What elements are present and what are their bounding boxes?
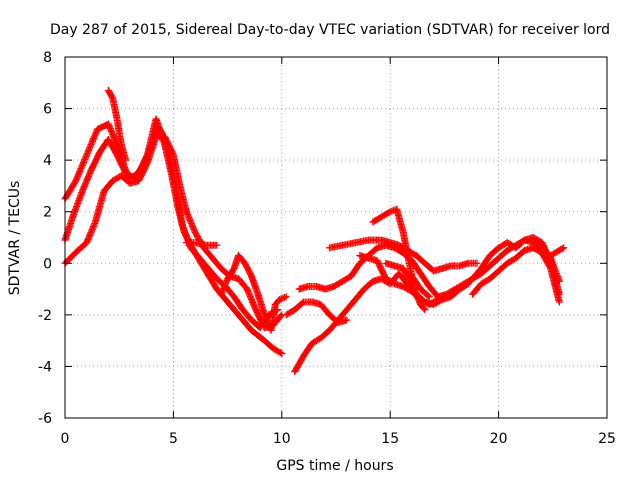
data-point bbox=[385, 209, 393, 217]
data-point bbox=[221, 281, 229, 289]
data-point bbox=[219, 286, 227, 294]
data-point bbox=[122, 156, 130, 164]
data-point bbox=[277, 312, 285, 320]
plot-frame bbox=[64, 56, 608, 419]
series-track-14 bbox=[469, 244, 563, 306]
series-track-5 bbox=[182, 239, 221, 249]
series-track-11 bbox=[369, 205, 433, 301]
data-point bbox=[260, 311, 268, 319]
grid bbox=[65, 57, 607, 418]
y-tick-label: 0 bbox=[43, 256, 52, 272]
data-point bbox=[222, 279, 230, 287]
data-point bbox=[218, 289, 226, 297]
data-point bbox=[213, 241, 221, 249]
chart-title: Day 287 of 2015, Sidereal Day-to-day VTE… bbox=[50, 22, 610, 38]
data-point bbox=[558, 245, 566, 253]
y-tick-label: -6 bbox=[38, 411, 52, 427]
x-tick-label: 0 bbox=[61, 431, 70, 447]
y-tick-label: 4 bbox=[43, 153, 52, 169]
series-track-12 bbox=[356, 234, 563, 309]
data-point bbox=[220, 284, 228, 292]
data-markers bbox=[61, 87, 568, 376]
data-point bbox=[262, 315, 270, 323]
data-point bbox=[421, 306, 429, 314]
x-tick-label: 5 bbox=[169, 431, 178, 447]
y-tick-label: 8 bbox=[43, 50, 52, 66]
data-point bbox=[420, 304, 428, 312]
data-point bbox=[222, 278, 230, 286]
data-point bbox=[278, 350, 286, 358]
y-tick-label: 6 bbox=[43, 102, 52, 118]
data-point bbox=[220, 282, 228, 290]
data-point bbox=[262, 314, 270, 322]
x-axis-label: GPS time / hours bbox=[276, 458, 393, 474]
data-point bbox=[473, 259, 481, 267]
data-point bbox=[555, 298, 563, 306]
x-tick-label: 25 bbox=[598, 431, 616, 447]
y-tick-label: 2 bbox=[43, 205, 52, 221]
axis-ticks: 0 5 10 15 20 25 -6 -4 -2 0 2 4 6 8 bbox=[38, 50, 616, 447]
x-tick-label: 15 bbox=[381, 431, 399, 447]
series-track-3 bbox=[61, 133, 286, 332]
data-point bbox=[343, 316, 351, 324]
data-point bbox=[218, 287, 226, 295]
data-point bbox=[424, 292, 432, 300]
data-point bbox=[560, 244, 568, 252]
x-tick-label: 10 bbox=[273, 431, 291, 447]
data-point bbox=[217, 290, 225, 298]
series-track-6 bbox=[217, 252, 290, 334]
data-point bbox=[282, 293, 290, 301]
y-tick-label: -2 bbox=[38, 308, 52, 324]
data-point bbox=[425, 293, 433, 301]
series-track-15 bbox=[547, 244, 568, 260]
data-point bbox=[276, 349, 284, 357]
series-track-13 bbox=[382, 259, 429, 314]
data-point bbox=[261, 312, 269, 320]
x-tick-label: 20 bbox=[490, 431, 508, 447]
series-track-8 bbox=[282, 298, 351, 327]
series-track-4 bbox=[104, 87, 130, 164]
y-tick-label: -4 bbox=[38, 359, 52, 375]
y-axis-label: SDTVAR / TECUs bbox=[7, 181, 23, 296]
